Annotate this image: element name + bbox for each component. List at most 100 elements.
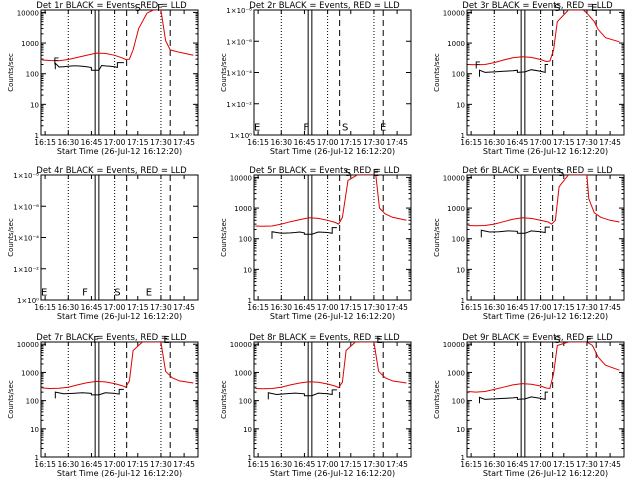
y-tick-label: 10000 (443, 341, 465, 349)
x-tick-label: 16:15 (34, 138, 56, 147)
x-tick-label: 17:45 (386, 138, 408, 147)
x-tick-label: 17:00 (317, 460, 339, 469)
flag-marker: F (82, 287, 88, 298)
panel-title: Det 3r BLACK = Events, RED = LLD (462, 1, 613, 11)
y-tick-label: 10 (30, 101, 39, 109)
y-tick-label: 1000 (234, 205, 252, 213)
y-tick-label: 1000 (21, 369, 39, 377)
x-axis-label: Start Time (26-Jul-12 16:12:20) (483, 469, 608, 478)
lld-series-line (42, 10, 194, 62)
y-tick-label: 10000 (17, 341, 39, 349)
x-axis-label: Start Time (26-Jul-12 16:12:20) (483, 147, 608, 156)
x-tick-label: 16:45 (81, 303, 103, 312)
y-tick-label: 1000 (447, 369, 465, 377)
flag-marker: E (163, 335, 169, 346)
flag-marker: E (254, 122, 260, 133)
events-series-line (480, 226, 550, 238)
flag-marker: S (135, 3, 141, 14)
x-tick-label: 17:30 (363, 460, 385, 469)
axes-frame (466, 9, 625, 136)
x-axis-label: Start Time (26-Jul-12 16:12:20) (270, 312, 395, 321)
flag-marker: F (53, 56, 59, 67)
x-tick-label: 17:45 (386, 460, 408, 469)
flag-marker: S (558, 168, 564, 179)
x-tick-label: 17:15 (553, 460, 575, 469)
flag-marker: E (373, 168, 379, 179)
x-tick-label: 17:15 (553, 138, 575, 147)
x-tick-label: 17:15 (127, 460, 149, 469)
y-tick-label: 1×10⁻⁶ (13, 203, 39, 211)
x-tick-label: 16:15 (247, 460, 269, 469)
panel-title: Det 7r BLACK = Events, RED = LLD (36, 333, 187, 343)
y-tick-label: 100 (452, 71, 465, 79)
axes-frame (253, 341, 412, 458)
x-tick-label: 17:00 (104, 303, 126, 312)
y-tick-label: 10 (456, 266, 465, 274)
y-tick-label: 10 (456, 101, 465, 109)
axes-frame (40, 174, 199, 301)
axes-frame (253, 9, 412, 136)
events-series-line (479, 391, 548, 404)
y-tick-label: 100 (239, 398, 252, 406)
events-series-line (54, 388, 124, 399)
y-tick-label: 1×10⁻² (13, 266, 39, 274)
x-tick-label: 16:45 (81, 460, 103, 469)
panel-title: Det 6r BLACK = Events, RED = LLD (462, 166, 613, 176)
flag-marker: F (586, 335, 592, 346)
y-tick-label: 100 (452, 236, 465, 244)
y-axis-label: Counts/sec (433, 380, 441, 419)
x-tick-label: 17:30 (150, 138, 172, 147)
x-tick-label: 16:15 (34, 303, 56, 312)
flag-marker: F (93, 335, 99, 346)
x-tick-label: 16:30 (270, 138, 292, 147)
x-tick-label: 16:15 (460, 460, 482, 469)
x-tick-label: 17:30 (363, 138, 385, 147)
flag-marker: E (376, 335, 382, 346)
x-tick-label: 16:45 (507, 303, 529, 312)
y-tick-label: 1×10⁻⁴ (13, 235, 39, 243)
flag-marker: F (475, 60, 481, 71)
y-tick-label: 1×10⁻⁴ (226, 70, 252, 78)
y-tick-label: 1 (461, 297, 465, 305)
y-tick-label: 10 (243, 266, 252, 274)
x-tick-label: 16:30 (270, 303, 292, 312)
x-tick-label: 17:15 (340, 460, 362, 469)
x-tick-label: 16:45 (507, 138, 529, 147)
x-tick-label: 16:30 (270, 460, 292, 469)
x-tick-label: 16:15 (460, 303, 482, 312)
y-tick-label: 1 (35, 454, 39, 462)
x-tick-label: 17:45 (386, 303, 408, 312)
events-series-line (267, 389, 337, 400)
x-tick-label: 17:30 (576, 303, 598, 312)
x-tick-label: 17:00 (530, 303, 552, 312)
y-axis-label: Counts/sec (220, 53, 228, 92)
x-tick-label: 17:15 (340, 303, 362, 312)
flag-marker: S (114, 287, 120, 298)
x-tick-label: 16:15 (247, 138, 269, 147)
y-tick-label: 1 (461, 132, 465, 140)
x-tick-label: 16:45 (294, 460, 316, 469)
axes-frame (466, 341, 625, 458)
axes-frame (253, 174, 412, 301)
x-axis-label: Start Time (26-Jul-12 16:12:20) (57, 469, 182, 478)
x-tick-label: 17:45 (599, 460, 621, 469)
x-tick-label: 17:45 (173, 303, 195, 312)
lld-series-line (468, 342, 620, 393)
y-tick-label: 100 (239, 236, 252, 244)
x-tick-label: 16:30 (483, 138, 505, 147)
x-tick-label: 17:30 (576, 138, 598, 147)
y-tick-label: 1000 (447, 205, 465, 213)
x-tick-label: 17:00 (530, 138, 552, 147)
x-axis-label: Start Time (26-Jul-12 16:12:20) (270, 469, 395, 478)
flag-marker: S (554, 3, 560, 14)
flag-marker: S (345, 168, 351, 179)
y-tick-label: 10 (243, 426, 252, 434)
x-tick-label: 17:45 (173, 138, 195, 147)
x-tick-label: 17:30 (363, 303, 385, 312)
y-tick-label: 1 (35, 132, 39, 140)
